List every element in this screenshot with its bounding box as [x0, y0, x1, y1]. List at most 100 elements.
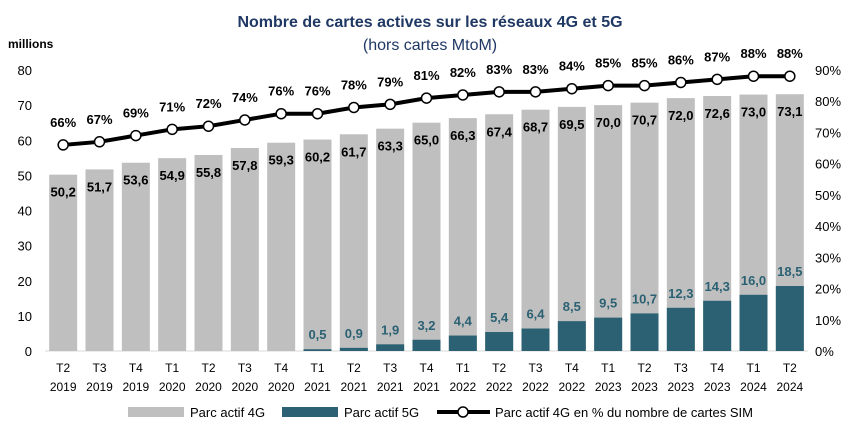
bar-5g — [521, 328, 550, 351]
bar-5g — [412, 339, 441, 351]
y2-tick-label: 80% — [815, 94, 841, 109]
line-point-label: 84% — [559, 59, 585, 74]
y2-tick-label: 90% — [815, 63, 841, 78]
line-point — [348, 101, 360, 114]
x-tick-label: 2019 — [50, 380, 77, 394]
line-point — [202, 120, 215, 132]
line-point — [57, 139, 69, 151]
bar-4g-label: 61,7 — [341, 144, 366, 159]
bar-5g-label: 6,4 — [526, 307, 545, 322]
bar-4g — [85, 169, 114, 351]
bar-5g — [739, 294, 768, 351]
y-axis-label: millions — [8, 37, 54, 51]
line-point-label: 79% — [377, 74, 403, 89]
bar-4g — [121, 162, 150, 351]
bar-4g — [485, 114, 514, 351]
y2-tick-label: 60% — [815, 157, 841, 172]
x-tick-label: T2 — [637, 361, 651, 375]
x-tick-label: 2022 — [522, 380, 549, 394]
x-tick-label: T3 — [92, 361, 106, 375]
bar-4g-label: 59,3 — [269, 153, 294, 168]
line-point — [675, 76, 687, 89]
line-point-label: 81% — [413, 68, 439, 83]
x-tick-label: 2022 — [449, 380, 476, 394]
line-point-label: 76% — [304, 84, 330, 99]
bar-5g-label: 9,5 — [599, 296, 617, 311]
line-point-label: 72% — [195, 96, 221, 111]
bar-4g — [521, 109, 550, 351]
bar-5g-label: 10,7 — [632, 291, 657, 306]
line-point — [602, 79, 614, 92]
line-point-label: 83% — [522, 62, 548, 77]
line-point — [529, 86, 542, 98]
bar-4g-label: 69,5 — [559, 117, 584, 132]
bar-4g — [376, 128, 405, 351]
x-tick-label: T1 — [456, 361, 470, 375]
x-tick-label: 2021 — [413, 380, 440, 394]
line-point-label: 66% — [50, 115, 76, 130]
line-point — [384, 98, 396, 111]
bar-5g — [376, 344, 405, 351]
bar-5g-label: 14,3 — [705, 279, 730, 294]
bar-5g — [775, 286, 804, 351]
bar-5g-label: 16,0 — [741, 273, 766, 288]
x-tick-label: 2024 — [776, 380, 803, 394]
bar-5g — [485, 332, 514, 351]
x-tick-label: T3 — [674, 361, 688, 375]
line-point-label: 85% — [631, 56, 657, 71]
legend-swatch-5g — [282, 407, 338, 417]
x-tick-label: T4 — [419, 361, 433, 375]
bar-4g-label: 60,2 — [305, 150, 330, 165]
bar-5g-label: 18,5 — [777, 264, 802, 279]
bar-4g — [49, 174, 78, 351]
y2-tick-label: 30% — [815, 250, 841, 265]
x-tick-label: 2020 — [159, 380, 186, 394]
legend-label-line: Parc actif 4G en % du nombre de cartes S… — [495, 405, 753, 420]
y-tick-label: 50 — [18, 168, 32, 183]
line-point-label: 88% — [740, 46, 766, 61]
bar-5g-label: 0,5 — [308, 327, 326, 342]
y2-tick-label: 0% — [815, 344, 834, 359]
x-tick-label: T2 — [492, 361, 506, 375]
bar-4g-label: 73,1 — [777, 104, 802, 119]
y-tick-label: 20 — [18, 274, 32, 289]
x-tick-label: T2 — [783, 361, 797, 375]
bar-5g-label: 1,9 — [381, 322, 399, 337]
line-point-label: 67% — [86, 112, 112, 127]
chart-subtitle: (hors cartes MtoM) — [363, 37, 497, 54]
bar-4g-label: 70,7 — [632, 113, 657, 128]
bar-4g — [630, 102, 659, 351]
y-tick-label: 10 — [18, 309, 32, 324]
line-point-label: 83% — [486, 62, 512, 77]
x-tick-label: 2023 — [631, 380, 658, 394]
bar-4g-label: 73,0 — [741, 105, 766, 120]
legend-marker-line — [457, 406, 469, 418]
bar-4g — [158, 158, 187, 351]
y-tick-label: 30 — [18, 239, 32, 254]
x-tick-label: T1 — [310, 361, 324, 375]
bar-4g — [448, 118, 477, 351]
y2-tick-label: 70% — [815, 125, 841, 140]
legend-swatch-4g — [128, 407, 184, 417]
line-point-label: 69% — [123, 106, 149, 121]
bar-4g-label: 54,9 — [160, 168, 185, 183]
line-point — [457, 89, 469, 101]
legend-label-5g: Parc actif 5G — [344, 405, 419, 420]
line-point — [638, 79, 651, 92]
line-point-label: 87% — [704, 49, 730, 64]
x-tick-label: T4 — [710, 361, 724, 375]
line-point-label: 78% — [341, 77, 367, 92]
legend-label-4g: Parc actif 4G — [190, 405, 265, 420]
bar-4g-label: 72,6 — [705, 106, 730, 121]
x-tick-label: 2022 — [558, 380, 585, 394]
bar-5g — [339, 347, 368, 351]
line-point-label: 76% — [268, 84, 294, 99]
y-tick-label: 60 — [18, 133, 32, 148]
line-point — [493, 86, 505, 98]
line-point-label: 86% — [668, 52, 694, 67]
y2-tick-label: 10% — [815, 313, 841, 328]
bar-4g-label: 68,7 — [523, 120, 548, 135]
bar-5g-label: 12,3 — [668, 286, 693, 301]
x-tick-label: 2019 — [86, 380, 113, 394]
